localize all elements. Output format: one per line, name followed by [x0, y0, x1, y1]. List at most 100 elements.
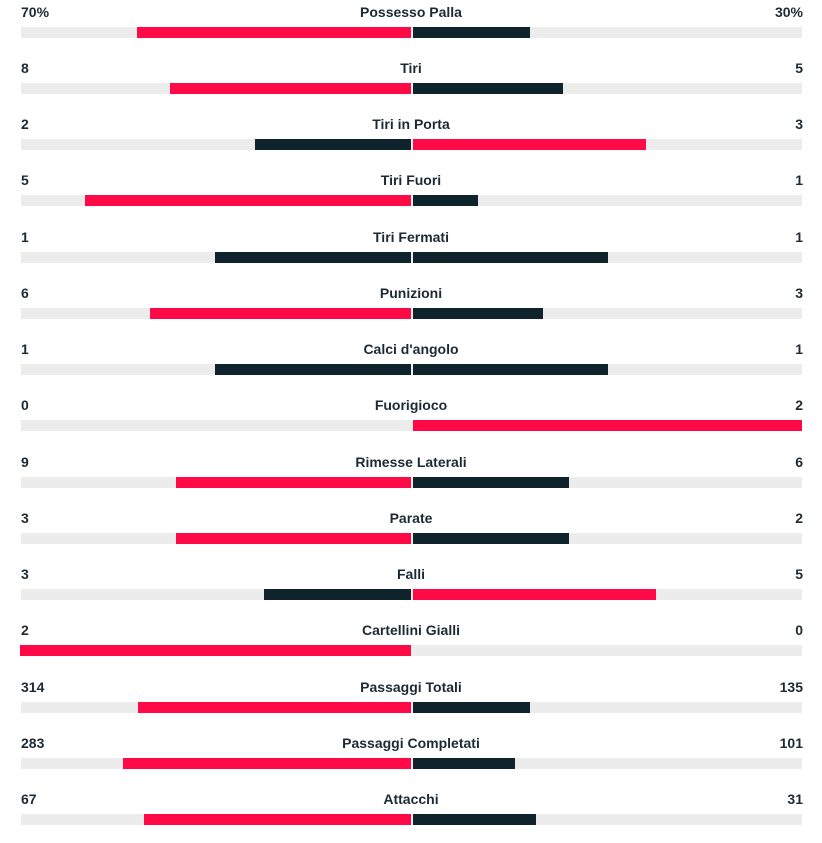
comparison-bar-track: [21, 420, 802, 431]
home-bar: [264, 589, 411, 600]
away-value: 0: [795, 622, 803, 638]
home-value: 6: [21, 285, 29, 301]
stat-row: 283 Passaggi Completati 101: [0, 731, 822, 787]
home-bar: [215, 364, 411, 375]
stat-row: 8 Tiri 5: [0, 56, 822, 112]
away-value: 5: [795, 60, 803, 76]
home-bar: [215, 252, 411, 263]
stat-label: Punizioni: [379, 285, 443, 301]
away-bar: [413, 420, 802, 431]
away-bar: [413, 308, 543, 319]
stat-row: 9 Rimesse Laterali 6: [0, 450, 822, 506]
comparison-bar-track: [21, 702, 802, 713]
home-bar: [255, 139, 411, 150]
stat-row: 2 Cartellini Gialli 0: [0, 618, 822, 674]
away-bar: [413, 27, 530, 38]
comparison-bar-track: [21, 758, 802, 769]
away-value: 3: [795, 116, 803, 132]
stat-row: 1 Calci d'angolo 1: [0, 337, 822, 393]
away-bar: [413, 252, 608, 263]
away-value: 5: [795, 566, 803, 582]
stat-row: 5 Tiri Fuori 1: [0, 168, 822, 224]
home-value: 1: [21, 229, 29, 245]
away-value: 1: [795, 172, 803, 188]
stat-label: Calci d'angolo: [363, 341, 459, 357]
stat-row: 67 Attacchi 31: [0, 787, 822, 843]
home-bar: [170, 83, 411, 94]
away-value: 2: [795, 510, 803, 526]
stat-row: 2 Tiri in Porta 3: [0, 112, 822, 168]
stat-label: Falli: [396, 566, 425, 582]
away-bar: [413, 814, 536, 825]
home-value: 1: [21, 341, 29, 357]
home-value: 67: [21, 791, 37, 807]
home-value: 9: [21, 454, 29, 470]
away-bar: [413, 758, 515, 769]
stat-label: Tiri Fermati: [373, 229, 449, 245]
comparison-bar-track: [21, 589, 802, 600]
stat-label: Possesso Palla: [360, 4, 462, 20]
away-value: 1: [795, 229, 803, 245]
stat-label: Tiri: [400, 60, 422, 76]
home-bar: [176, 533, 411, 544]
away-value: 3: [795, 285, 803, 301]
stat-row: 6 Punizioni 3: [0, 281, 822, 337]
stat-label: Tiri in Porta: [372, 116, 450, 132]
stat-label: Fuorigioco: [374, 397, 448, 413]
home-value: 70%: [21, 4, 50, 20]
comparison-bar-track: [21, 83, 802, 94]
home-value: 5: [21, 172, 29, 188]
comparison-bar-track: [21, 252, 802, 263]
stat-label: Attacchi: [383, 791, 439, 807]
away-value: 2: [795, 397, 803, 413]
home-value: 2: [21, 116, 29, 132]
stat-label: Passaggi Totali: [360, 679, 462, 695]
stat-row: 70% Possesso Palla 30%: [0, 0, 822, 56]
stat-label: Cartellini Gialli: [361, 622, 461, 638]
away-bar: [413, 139, 646, 150]
home-bar: [144, 814, 411, 825]
stat-row: 3 Falli 5: [0, 562, 822, 618]
comparison-bar-track: [21, 814, 802, 825]
away-value: 135: [779, 679, 803, 695]
home-value: 0: [21, 397, 29, 413]
comparison-bar-track: [21, 477, 802, 488]
comparison-bar-track: [21, 27, 802, 38]
away-value: 1: [795, 341, 803, 357]
away-bar: [413, 477, 569, 488]
home-bar: [138, 702, 411, 713]
home-bar: [137, 27, 411, 38]
stat-label: Passaggi Completati: [342, 735, 480, 751]
away-value: 30%: [774, 4, 803, 20]
stat-row: 3 Parate 2: [0, 506, 822, 562]
comparison-bar-track: [21, 195, 802, 206]
away-value: 6: [795, 454, 803, 470]
away-bar: [413, 533, 569, 544]
home-value: 8: [21, 60, 29, 76]
home-bar: [85, 195, 411, 206]
away-bar: [413, 364, 608, 375]
home-value: 283: [21, 735, 45, 751]
stat-row: 0 Fuorigioco 2: [0, 393, 822, 449]
home-value: 3: [21, 510, 29, 526]
stat-row: 314 Passaggi Totali 135: [0, 675, 822, 731]
home-value: 3: [21, 566, 29, 582]
home-bar: [150, 308, 411, 319]
stat-row: 1 Tiri Fermati 1: [0, 225, 822, 281]
stat-label: Rimesse Laterali: [355, 454, 467, 470]
home-bar: [123, 758, 411, 769]
away-bar: [413, 589, 656, 600]
home-value: 314: [21, 679, 45, 695]
comparison-bar-track: [21, 139, 802, 150]
stat-label: Tiri Fuori: [380, 172, 442, 188]
comparison-bar-track: [21, 364, 802, 375]
comparison-bar-track: [21, 533, 802, 544]
stat-label: Parate: [389, 510, 433, 526]
home-value: 2: [21, 622, 29, 638]
home-bar: [176, 477, 411, 488]
away-value: 31: [787, 791, 803, 807]
away-bar: [413, 195, 478, 206]
away-bar: [413, 702, 530, 713]
comparison-bar-track: [21, 308, 802, 319]
